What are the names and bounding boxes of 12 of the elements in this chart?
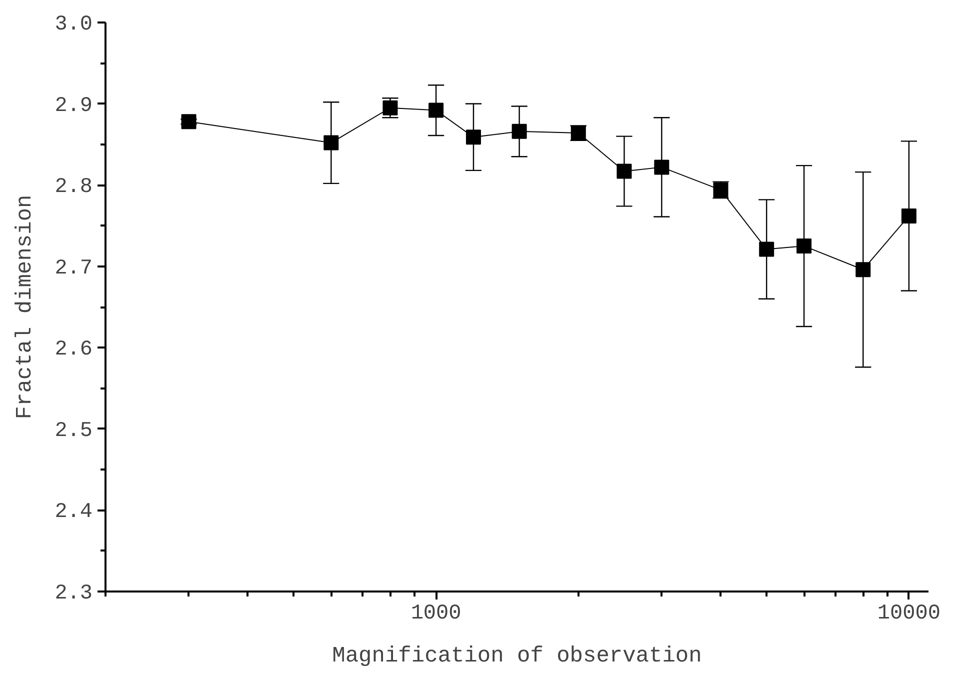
x-tick-label: 1000 xyxy=(410,602,462,626)
y-tick-label: 2.3 xyxy=(54,582,93,606)
y-tick-label: 2.6 xyxy=(54,338,93,362)
y-tick-label: 2.4 xyxy=(54,501,93,524)
y-tick-label: 2.7 xyxy=(54,257,93,280)
x-tick-label: 10000 xyxy=(877,602,940,626)
x-axis-title: Magnification of observation xyxy=(332,644,702,668)
y-tick-label: 3.0 xyxy=(54,14,93,36)
y-axis-title: Fractal dimension xyxy=(12,194,38,420)
y-tick-label: 2.9 xyxy=(54,94,93,118)
y-tick-label: 2.5 xyxy=(54,420,93,443)
y-tick-label: 2.8 xyxy=(54,176,93,200)
